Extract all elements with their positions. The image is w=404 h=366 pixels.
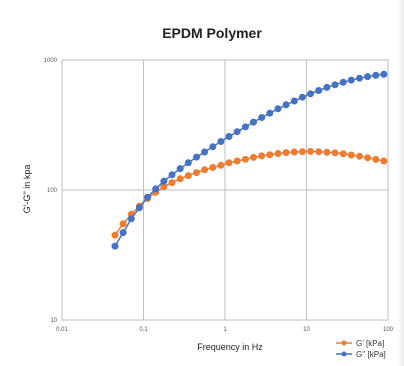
data-point (315, 148, 323, 156)
data-point (193, 153, 200, 161)
data-point (323, 83, 331, 91)
series-g-double-prime (111, 70, 388, 250)
data-point (193, 169, 200, 177)
data-point (331, 81, 339, 89)
data-point (298, 148, 306, 156)
data-point (380, 157, 388, 165)
data-point (290, 97, 298, 105)
chart-title: EPDM Polymer (162, 25, 262, 41)
data-point (364, 73, 372, 81)
data-point (380, 70, 388, 78)
data-point (184, 172, 192, 180)
data-point (250, 153, 257, 161)
y-axis-label: G'-G'' in kpa (22, 165, 32, 214)
data-point (331, 149, 339, 157)
data-point (152, 185, 160, 193)
data-point (233, 157, 241, 165)
data-point (127, 215, 135, 223)
data-point (315, 87, 323, 94)
data-point (339, 78, 347, 86)
y-tick-label: 10 (50, 318, 57, 324)
data-point (135, 204, 143, 212)
y-tick-label: 1000 (44, 58, 58, 64)
chart-edge-shadow (398, 0, 404, 366)
legend-marker (341, 340, 347, 346)
data-point (290, 148, 298, 156)
data-point (298, 93, 306, 101)
data-point (282, 149, 290, 157)
data-point (250, 118, 257, 126)
data-point (356, 74, 363, 82)
y-tick-label: 100 (47, 188, 58, 194)
data-point (225, 159, 233, 167)
data-point (111, 231, 119, 239)
data-point (233, 128, 241, 136)
data-point (184, 159, 192, 167)
data-point (119, 220, 127, 228)
x-tick-label: 1 (223, 327, 227, 333)
x-tick-label: 10 (303, 327, 310, 333)
legend: G' [kPa] G'' [kPa] (336, 339, 386, 359)
data-point (241, 123, 249, 131)
data-point (266, 109, 274, 117)
data-point (201, 166, 209, 174)
data-point (307, 147, 314, 155)
data-point (274, 150, 282, 157)
data-point (274, 105, 282, 113)
data-point (209, 164, 217, 171)
data-point (168, 179, 176, 187)
series-g-prime (111, 147, 388, 239)
data-point (144, 193, 151, 201)
grid-lines (61, 59, 389, 321)
data-point (307, 90, 314, 98)
x-tick-label: 0.01 (56, 327, 68, 333)
legend-item: G'' [kPa] (336, 350, 386, 359)
data-point (282, 101, 290, 109)
legend-item: G' [kPa] (336, 339, 384, 348)
x-tick-label: 100 (383, 327, 394, 333)
data-point (266, 151, 274, 159)
data-point (258, 114, 266, 121)
data-point (160, 177, 168, 185)
data-point (225, 133, 233, 140)
data-point (201, 148, 209, 156)
data-point (258, 152, 266, 160)
x-axis-label: Frequency in Hz (197, 342, 263, 352)
data-point (241, 155, 249, 163)
x-tick-label: 0.1 (139, 327, 148, 333)
data-point (347, 151, 355, 159)
legend-marker (341, 351, 347, 357)
series-line (114, 73, 384, 247)
data-point (339, 150, 347, 158)
data-point (176, 175, 184, 183)
data-point (111, 242, 119, 250)
data-point (364, 154, 372, 162)
data-point (217, 161, 225, 169)
data-point (176, 165, 184, 173)
data-point (217, 138, 225, 145)
data-point (347, 76, 355, 84)
data-point (372, 71, 380, 79)
data-point (372, 155, 380, 163)
data-point (209, 143, 217, 151)
data-point (356, 152, 363, 160)
data-point (168, 171, 176, 179)
legend-label: G' [kPa] (356, 339, 384, 348)
legend-label: G'' [kPa] (356, 350, 386, 359)
data-point (323, 148, 331, 156)
data-point (119, 229, 127, 237)
series-line (114, 150, 385, 236)
